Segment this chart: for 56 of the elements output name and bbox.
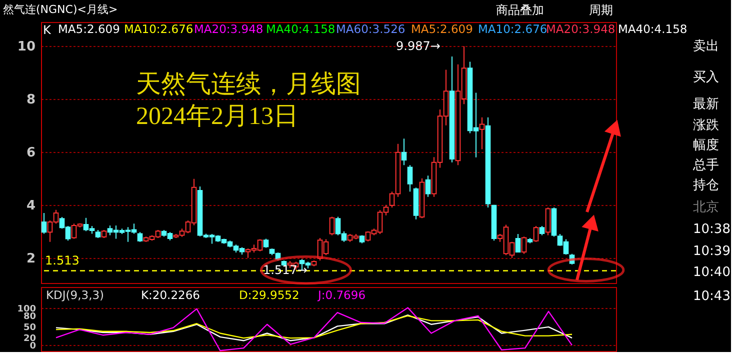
candlestick <box>329 216 335 236</box>
candlestick <box>479 116 485 150</box>
y-tick-label: 50 <box>23 322 36 333</box>
candlestick <box>539 226 545 236</box>
annotation: MA10:2.676 <box>124 22 194 36</box>
annotation: MA20:3.948 <box>546 22 616 36</box>
text: 周期 <box>589 3 613 17</box>
text: 天然气连续，月线图 <box>136 71 361 98</box>
candlestick <box>407 164 413 192</box>
text: 2024年2月13日 <box>136 103 298 130</box>
ref-line-label: 1.513 <box>45 254 80 268</box>
text: 买入 <box>693 70 719 85</box>
text: 总手 <box>692 158 719 173</box>
y-tick-label: 6 <box>26 145 36 160</box>
text: 卖出 <box>693 39 719 54</box>
candlestick <box>263 238 269 248</box>
series-label: K:20.2266 <box>141 288 200 302</box>
y-tick-label: 0 <box>30 341 36 352</box>
annotation: MA5:2.609 <box>411 22 473 36</box>
text: 涨跌 <box>693 118 719 133</box>
text: D:29.9552 <box>239 288 300 302</box>
y-tick-label: 8 <box>26 92 36 108</box>
y-tick-label: 10 <box>17 39 36 54</box>
annotation: MA10:2.676 <box>478 22 548 36</box>
text: 然气连(NGNC)<月线> <box>3 3 118 16</box>
text: 最新 <box>693 97 719 112</box>
text: 商品叠加 <box>496 3 544 17</box>
y-tick-label: 80 <box>23 312 36 322</box>
line-series <box>55 307 573 352</box>
annotation: MA20:3.948 <box>194 22 264 36</box>
text: MA40:4.158 <box>618 22 688 36</box>
annotation: 9.987→ <box>396 39 440 53</box>
annotation: MA60:3.526 <box>336 22 406 36</box>
candlestick <box>41 212 47 234</box>
series-label: J:0.7696 <box>317 288 366 302</box>
annotation: MA40:4.158 <box>266 22 336 36</box>
y-tick-label: 4 <box>26 198 36 214</box>
candlestick <box>521 236 527 254</box>
annotation: MA5:2.609 <box>58 22 120 36</box>
annotation: 1.517→ <box>263 263 308 277</box>
text: 10:39 <box>693 244 730 259</box>
candlestick <box>533 226 539 242</box>
annotation: K <box>43 23 52 37</box>
text: 持仓 <box>693 178 719 193</box>
chart-title: KDJ(9,3,3) <box>46 288 104 302</box>
text: 10:43 <box>693 289 730 304</box>
candlestick <box>425 175 431 198</box>
candlestick <box>545 206 551 236</box>
text: 10:38 <box>693 222 730 237</box>
text: 10:40 <box>693 265 730 280</box>
candlestick <box>515 233 521 254</box>
candlestick <box>137 232 143 242</box>
text: 幅度 <box>693 137 719 153</box>
y-tick-label: 2 <box>26 251 36 266</box>
text: 北京 <box>693 200 719 215</box>
candlestick <box>401 138 407 166</box>
